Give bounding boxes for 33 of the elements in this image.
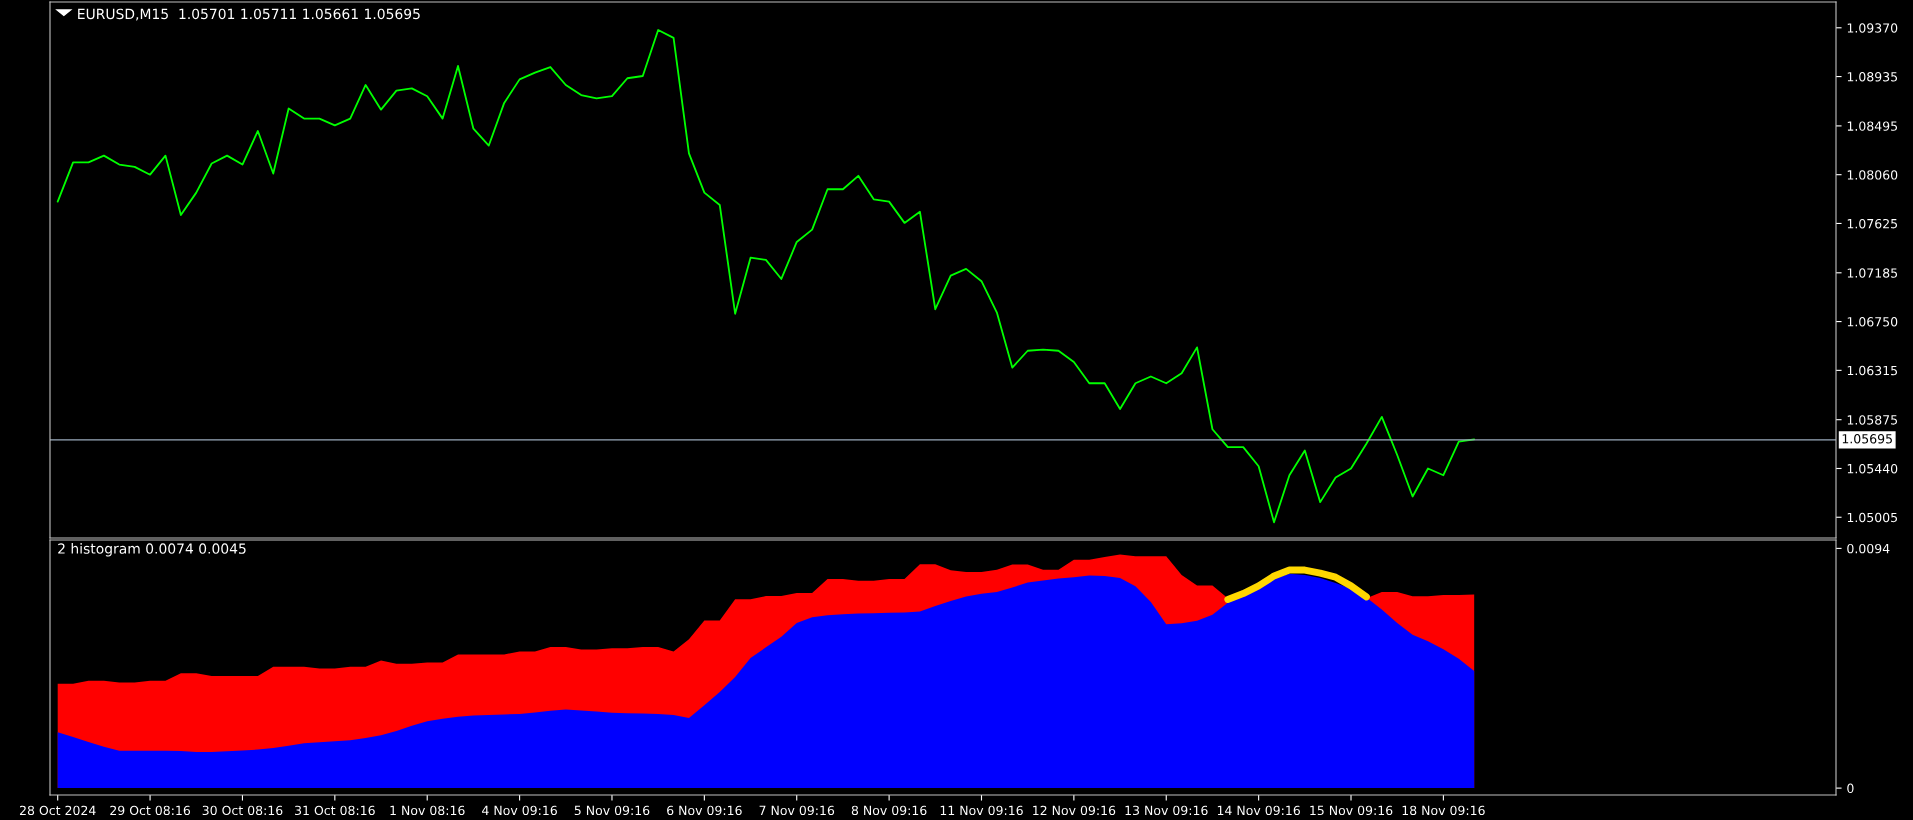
- x-tick-label: 8 Nov 09:16: [851, 805, 927, 816]
- ref-line-label: 1.05695: [1842, 434, 1892, 444]
- y-tick-label: 1.07185: [1847, 268, 1898, 278]
- x-tick-label: 7 Nov 09:16: [759, 805, 835, 816]
- y-tick-label: 0: [1847, 783, 1854, 794]
- y-tick-label: 1.08495: [1847, 121, 1898, 131]
- x-tick-label: 15 Nov 09:16: [1310, 805, 1393, 816]
- y-tick-label: 1.08060: [1847, 170, 1898, 180]
- y-tick-label: 1.06750: [1847, 317, 1898, 327]
- x-tick-label: 30 Oct 08:16: [202, 805, 283, 816]
- x-tick-label: 29 Oct 08:16: [110, 805, 191, 816]
- x-tick-label: 6 Nov 09:16: [667, 805, 742, 816]
- y-tick-label: 1.09370: [1847, 23, 1898, 33]
- chart-title: EURUSD,M15 1.05701 1.05711 1.05661 1.05695: [78, 8, 420, 21]
- x-tick-label: 1 Nov 08:16: [390, 805, 465, 816]
- x-tick-label: 11 Nov 09:16: [940, 805, 1023, 816]
- x-tick-label: 5 Nov 09:16: [574, 805, 650, 816]
- y-tick-label: 0.0094: [1847, 543, 1890, 554]
- y-tick-label: 1.05440: [1847, 463, 1898, 474]
- y-tick-label: 1.07625: [1847, 218, 1898, 229]
- x-tick-label: 28 Oct 2024: [19, 805, 96, 816]
- x-tick-label: 31 Oct 08:16: [295, 805, 375, 816]
- y-tick-label: 1.05005: [1847, 512, 1898, 523]
- x-tick-label: 4 Nov 09:16: [482, 805, 557, 816]
- y-tick-label: 1.08935: [1847, 72, 1898, 82]
- chart-title: 2 histogram 0.0074 0.0045: [58, 543, 246, 557]
- x-tick-label: 13 Nov 09:16: [1125, 805, 1208, 816]
- y-tick-label: 1.05875: [1847, 415, 1898, 425]
- x-tick-label: 12 Nov 09:16: [1033, 805, 1116, 816]
- x-tick-label: 18 Nov 09:16: [1402, 805, 1485, 816]
- y-tick-label: 1.06315: [1847, 365, 1898, 376]
- line-series: [56, 29, 1476, 524]
- x-tick-label: 14 Nov 09:16: [1217, 805, 1300, 816]
